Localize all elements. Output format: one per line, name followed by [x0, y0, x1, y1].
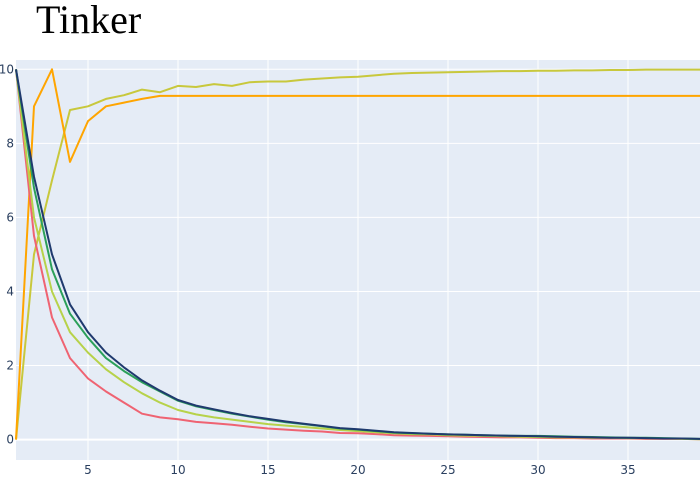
x-tick-label: 25	[440, 463, 455, 477]
y-tick-label: 2	[6, 359, 14, 373]
x-tick-label: 10	[170, 463, 185, 477]
y-tick-label: 8	[6, 136, 14, 150]
x-tick-label: 15	[260, 463, 275, 477]
y-tick-label: 0	[6, 433, 14, 447]
y-axis-ticks: 0 2 4 6 8 10	[0, 62, 14, 446]
x-tick-label: 5	[84, 463, 92, 477]
x-tick-label: 20	[350, 463, 365, 477]
series-layer	[15, 68, 700, 441]
chart-title: Tinker	[36, 0, 142, 42]
x-gridlines	[87, 60, 629, 460]
y-tick-label: 6	[6, 210, 14, 224]
x-tick-label: 30	[530, 463, 545, 477]
series-line-2	[15, 68, 700, 440]
x-axis-ticks: 5 10 15 20 25 30 35	[84, 463, 635, 477]
y-tick-label: 4	[6, 284, 14, 298]
y-tick-label: 10	[0, 62, 14, 76]
series-line-1	[15, 68, 700, 440]
x-tick-label: 35	[620, 463, 635, 477]
series-line-6	[15, 69, 700, 440]
y-gridlines	[16, 68, 700, 441]
